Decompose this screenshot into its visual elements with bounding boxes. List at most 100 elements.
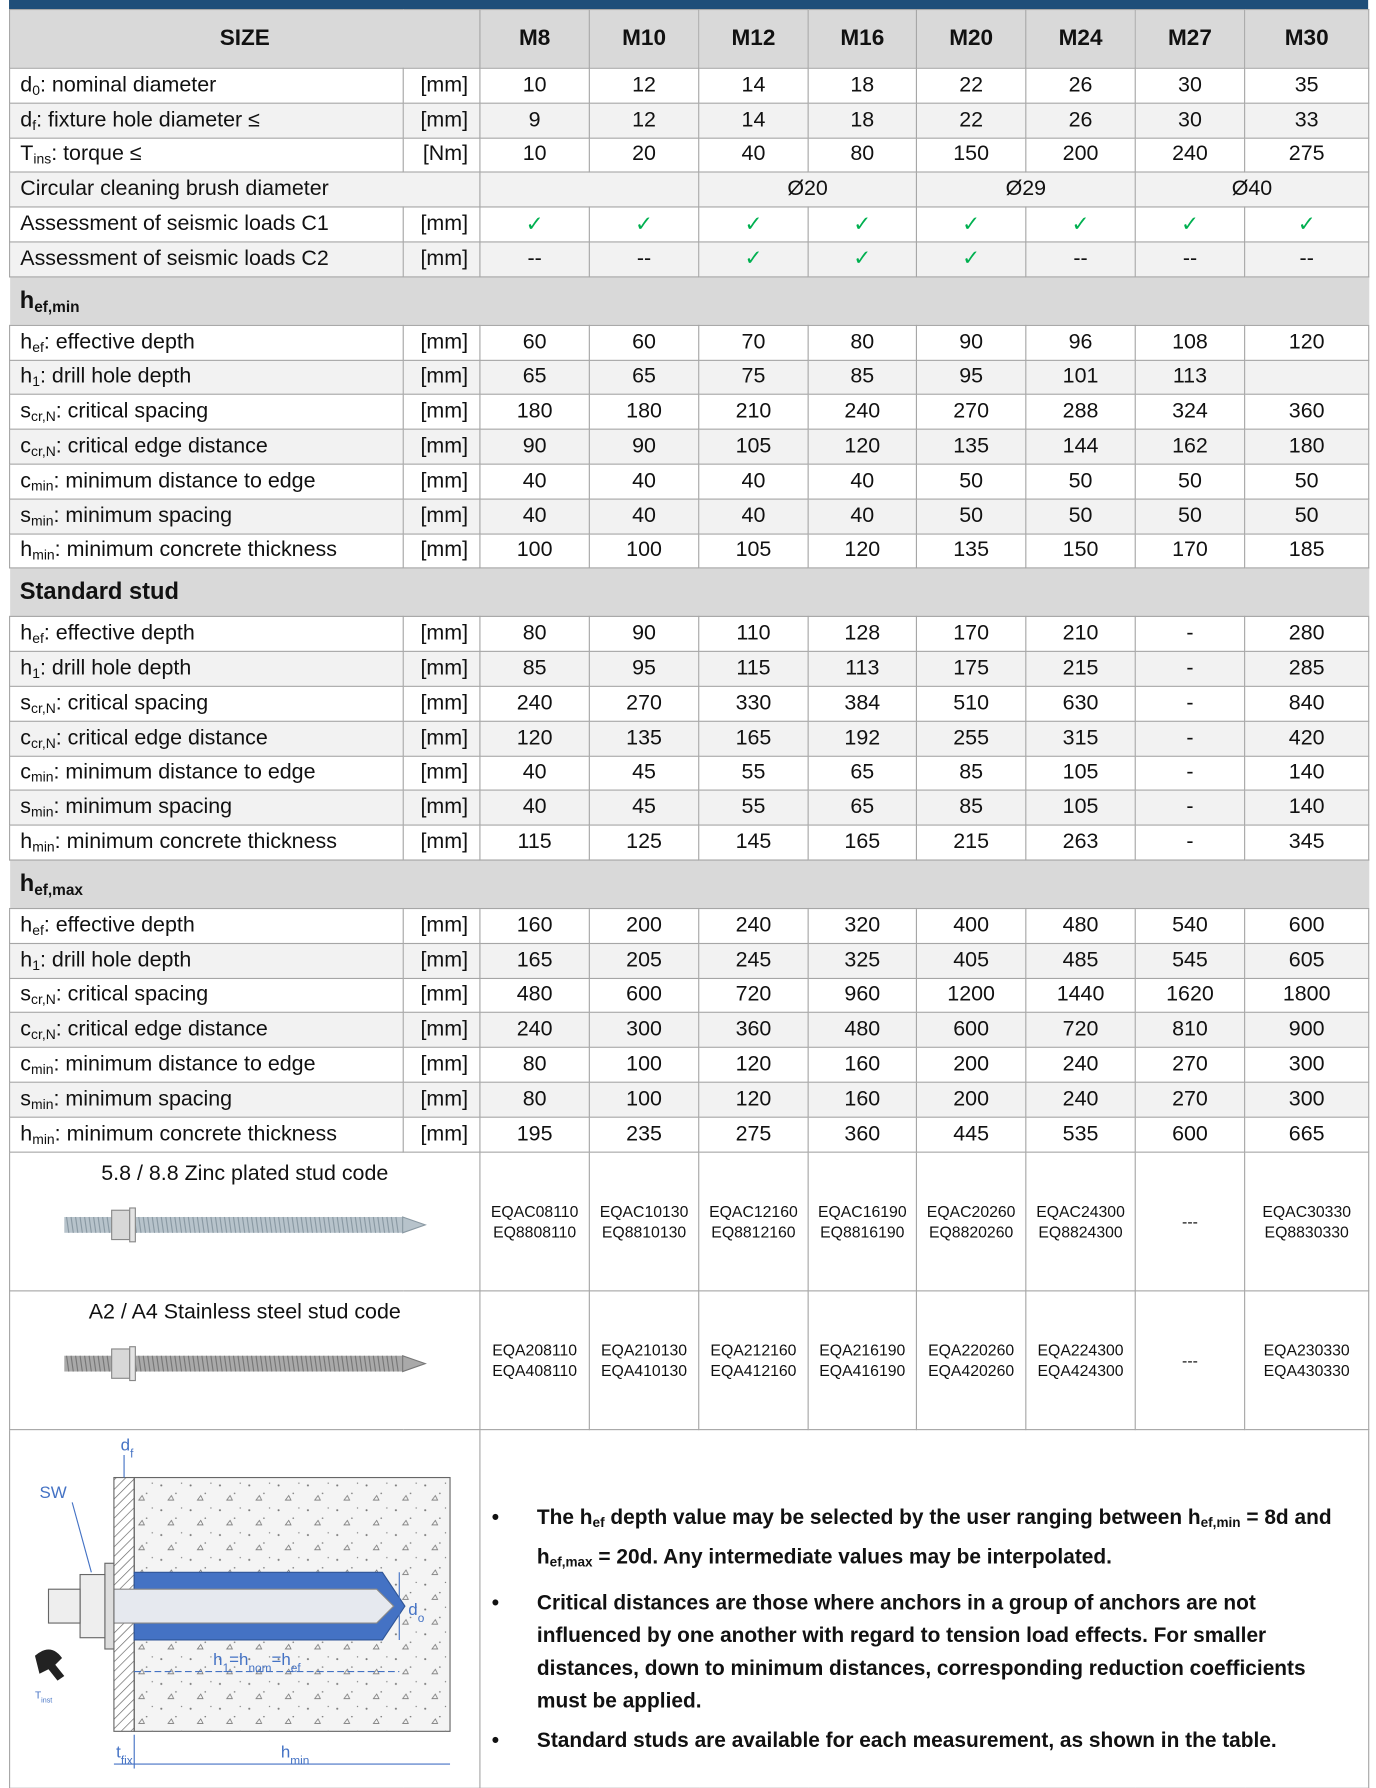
subscript: f bbox=[32, 117, 37, 133]
stud-code: EQA430330 bbox=[1263, 1360, 1350, 1379]
value-cell: 185 bbox=[1244, 533, 1370, 569]
unit: [mm] bbox=[402, 977, 481, 1014]
text-part: : minimum spacing bbox=[53, 1087, 233, 1111]
stud-shape bbox=[395, 1355, 399, 1372]
text-part: : minimum distance to edge bbox=[53, 760, 316, 785]
code-cell: EQA216190 EQA416190 bbox=[807, 1289, 918, 1430]
value-cell: 384 bbox=[807, 685, 918, 722]
value-cell: 100 bbox=[588, 1046, 700, 1083]
stud-shape bbox=[264, 1216, 268, 1233]
value-cell: 605 bbox=[1244, 942, 1370, 979]
row-label: ccr,N: critical edge distance bbox=[9, 428, 404, 465]
row-label: df: fixture hole diameter ≤ bbox=[9, 102, 404, 139]
text-part: s bbox=[20, 795, 32, 820]
diagram-label: hmin bbox=[281, 1742, 309, 1767]
value-cell: 50 bbox=[1025, 463, 1136, 500]
value-cell: 165 bbox=[479, 942, 590, 979]
value-cell: 50 bbox=[1134, 463, 1246, 500]
text-part: = 20d. Any intermediate values may be in… bbox=[592, 1543, 1112, 1568]
data-row: hef: effective depth [mm] 60 60 70 80 90 96 108 1… bbox=[9, 324, 1370, 361]
value-cell: 80 bbox=[479, 1081, 590, 1118]
text-part: s bbox=[20, 982, 32, 1007]
text-part: SW bbox=[39, 1482, 66, 1501]
value-cell: 235 bbox=[588, 1116, 700, 1153]
stud-shape bbox=[79, 1355, 83, 1372]
value-cell: 420 bbox=[1244, 720, 1370, 757]
value-cell: 245 bbox=[698, 942, 809, 979]
value-cell: 275 bbox=[698, 1116, 809, 1153]
unit: [mm] bbox=[402, 824, 481, 861]
data-row: ccr,N: critical edge distance [mm] 120 135 1… bbox=[9, 720, 1370, 757]
stud-shape bbox=[327, 1216, 332, 1233]
value-cell: 175 bbox=[915, 650, 1027, 687]
stud-shape bbox=[205, 1216, 210, 1233]
value-cell: 485 bbox=[1025, 942, 1136, 979]
text-part: d bbox=[20, 73, 33, 97]
code-cell: EQA220260 EQA420260 bbox=[915, 1289, 1027, 1430]
value-cell: ✓ bbox=[1244, 206, 1370, 243]
data-row: Circular cleaning brush diameter Ø20 Ø29 Ø4… bbox=[9, 171, 1370, 208]
stud-code: EQA216190 bbox=[819, 1340, 906, 1359]
value-cell: 100 bbox=[588, 533, 700, 569]
stud-code: EQA416190 bbox=[819, 1360, 906, 1379]
stud-shape bbox=[282, 1355, 286, 1372]
stud-shape bbox=[309, 1216, 313, 1233]
unit: [mm] bbox=[402, 1081, 481, 1118]
stud-shape bbox=[169, 1355, 174, 1372]
value-cell: 128 bbox=[807, 616, 918, 653]
row-label: Assessment of seismic loads C2 bbox=[9, 241, 404, 278]
value-cell: 144 bbox=[1025, 428, 1136, 465]
value-cell: 535 bbox=[1025, 1116, 1136, 1153]
value-cell: 270 bbox=[1134, 1081, 1246, 1118]
row-label: Assessment of seismic loads C1 bbox=[9, 206, 404, 243]
value-cell: 50 bbox=[1244, 463, 1370, 500]
data-row: h1: drill hole depth [mm] 165 205 245 325 405 4… bbox=[9, 942, 1370, 979]
code-cell: --- bbox=[1134, 1151, 1246, 1291]
code-cell: EQA224300 EQA424300 bbox=[1025, 1289, 1136, 1430]
value-cell: 630 bbox=[1025, 685, 1136, 722]
value-cell: 600 bbox=[1134, 1116, 1246, 1153]
stud-shape bbox=[282, 1216, 286, 1233]
stud-row: A2 / A4 Stainless steel stud code EQA2081… bbox=[9, 1289, 1370, 1430]
text-part: h bbox=[19, 870, 35, 897]
stud-shape bbox=[160, 1216, 165, 1233]
value-cell: 135 bbox=[588, 720, 700, 757]
value-cell: -- bbox=[1025, 241, 1136, 278]
stud-code: EQAC12160 bbox=[709, 1201, 798, 1220]
value-cell: 105 bbox=[698, 533, 809, 569]
subscript: 1 bbox=[32, 665, 40, 682]
stud-code: EQAC16190 bbox=[817, 1201, 907, 1220]
table-body: SIZE M8 M10 M12 M16 M20 M24 M27 M30 d0: nominal d… bbox=[9, 9, 1370, 1788]
subscript: min bbox=[32, 547, 55, 564]
value-cell: - bbox=[1134, 616, 1246, 653]
value-cell: ✓ bbox=[1025, 206, 1136, 243]
stud-shape bbox=[309, 1355, 313, 1372]
data-row: hef: effective depth [mm] 80 90 110 128 170 210… bbox=[9, 616, 1370, 653]
subscript: min bbox=[31, 512, 54, 529]
unit: [mm] bbox=[402, 755, 481, 792]
text-part: : drill hole depth bbox=[39, 948, 192, 972]
stud-shape bbox=[88, 1355, 92, 1372]
value-cell: 120 bbox=[1244, 324, 1370, 361]
text-part: h bbox=[213, 1649, 222, 1668]
stud-shape bbox=[363, 1216, 368, 1233]
row-label: hef: effective depth bbox=[9, 616, 404, 653]
row-label: cmin: minimum distance to edge bbox=[9, 1046, 404, 1083]
subscript: cr,N bbox=[31, 991, 56, 1008]
value-cell: 360 bbox=[1244, 394, 1370, 430]
value-cell: 75 bbox=[698, 359, 809, 396]
text-part: : minimum spacing bbox=[53, 795, 233, 820]
data-row: cmin: minimum distance to edge [mm] 40 40 40… bbox=[9, 463, 1370, 500]
value-cell: 33 bbox=[1244, 102, 1370, 139]
subscript: cr,N bbox=[31, 443, 56, 460]
value-cell: 480 bbox=[479, 977, 590, 1014]
subscript: 1 bbox=[32, 957, 40, 974]
stud-cell: 5.8 / 8.8 Zinc plated stud code bbox=[9, 1151, 481, 1291]
stud-image bbox=[64, 1206, 427, 1242]
unit: [mm] bbox=[402, 1012, 481, 1048]
stud-shape bbox=[165, 1355, 169, 1372]
text-part: min bbox=[290, 1753, 309, 1767]
stud-shape bbox=[151, 1216, 156, 1233]
value-cell: 90 bbox=[588, 428, 700, 465]
